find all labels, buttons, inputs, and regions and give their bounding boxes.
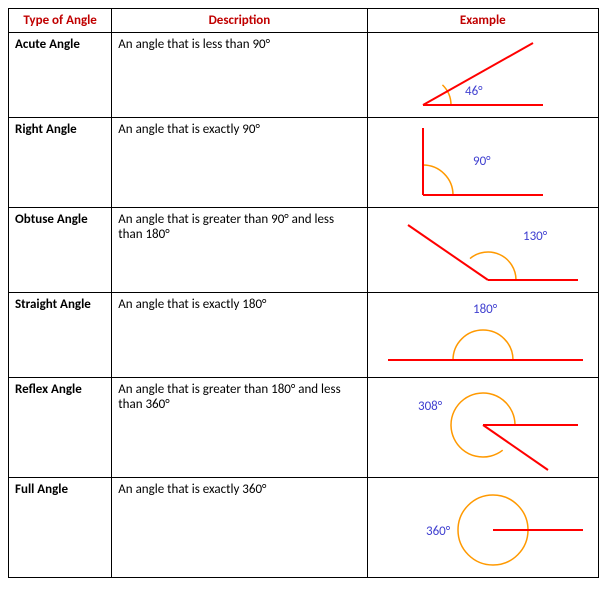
angle-ray-2 (483, 425, 548, 470)
angle-label: 308° (418, 399, 443, 414)
angle-label: 180° (473, 302, 498, 317)
angle-label: 90° (473, 154, 491, 169)
angle-example-cell: 308° (367, 378, 598, 478)
angles-table: Type of Angle Description Example Acute … (8, 8, 599, 578)
table-row: Reflex AngleAn angle that is greater tha… (9, 378, 599, 478)
angle-description-cell: An angle that is greater than 180° and l… (112, 378, 367, 478)
angle-diagram: 308° (378, 380, 588, 475)
angle-type-cell: Right Angle (9, 118, 112, 208)
angle-example-cell: 90° (367, 118, 598, 208)
angle-arc (423, 165, 453, 195)
angle-example-cell: 360° (367, 478, 598, 578)
table-row: Full AngleAn angle that is exactly 360° 3… (9, 478, 599, 578)
table-row: Right AngleAn angle that is exactly 90° 9… (9, 118, 599, 208)
angle-type-cell: Reflex Angle (9, 378, 112, 478)
angle-label: 130° (523, 229, 548, 244)
header-type: Type of Angle (9, 9, 112, 33)
angle-ray-2 (408, 225, 488, 280)
header-row: Type of Angle Description Example (9, 9, 599, 33)
angle-description-cell: An angle that is exactly 90° (112, 118, 367, 208)
angle-diagram: 46° (383, 35, 583, 115)
header-description: Description (112, 9, 367, 33)
angle-type-cell: Full Angle (9, 478, 112, 578)
angle-type-cell: Straight Angle (9, 293, 112, 378)
angle-arc (453, 330, 513, 360)
header-example: Example (367, 9, 598, 33)
angle-arc (470, 252, 516, 280)
angle-diagram: 180° (378, 295, 588, 375)
table-row: Acute AngleAn angle that is less than 90… (9, 33, 599, 118)
angle-description-cell: An angle that is greater than 90° and le… (112, 208, 367, 293)
angle-diagram: 90° (383, 120, 583, 205)
angle-example-cell: 130° (367, 208, 598, 293)
angle-description-cell: An angle that is less than 90° (112, 33, 367, 118)
angle-example-cell: 46° (367, 33, 598, 118)
table-row: Obtuse AngleAn angle that is greater tha… (9, 208, 599, 293)
angle-label: 360° (426, 524, 451, 539)
angle-diagram: 130° (378, 210, 588, 290)
angle-description-cell: An angle that is exactly 180° (112, 293, 367, 378)
angle-description-cell: An angle that is exactly 360° (112, 478, 367, 578)
angle-label: 46° (465, 84, 483, 99)
angle-arc (442, 85, 451, 105)
angle-type-cell: Obtuse Angle (9, 208, 112, 293)
angle-diagram: 360° (378, 480, 588, 575)
angle-example-cell: 180° (367, 293, 598, 378)
table-body: Acute AngleAn angle that is less than 90… (9, 33, 599, 578)
angle-type-cell: Acute Angle (9, 33, 112, 118)
table-row: Straight AngleAn angle that is exactly 1… (9, 293, 599, 378)
